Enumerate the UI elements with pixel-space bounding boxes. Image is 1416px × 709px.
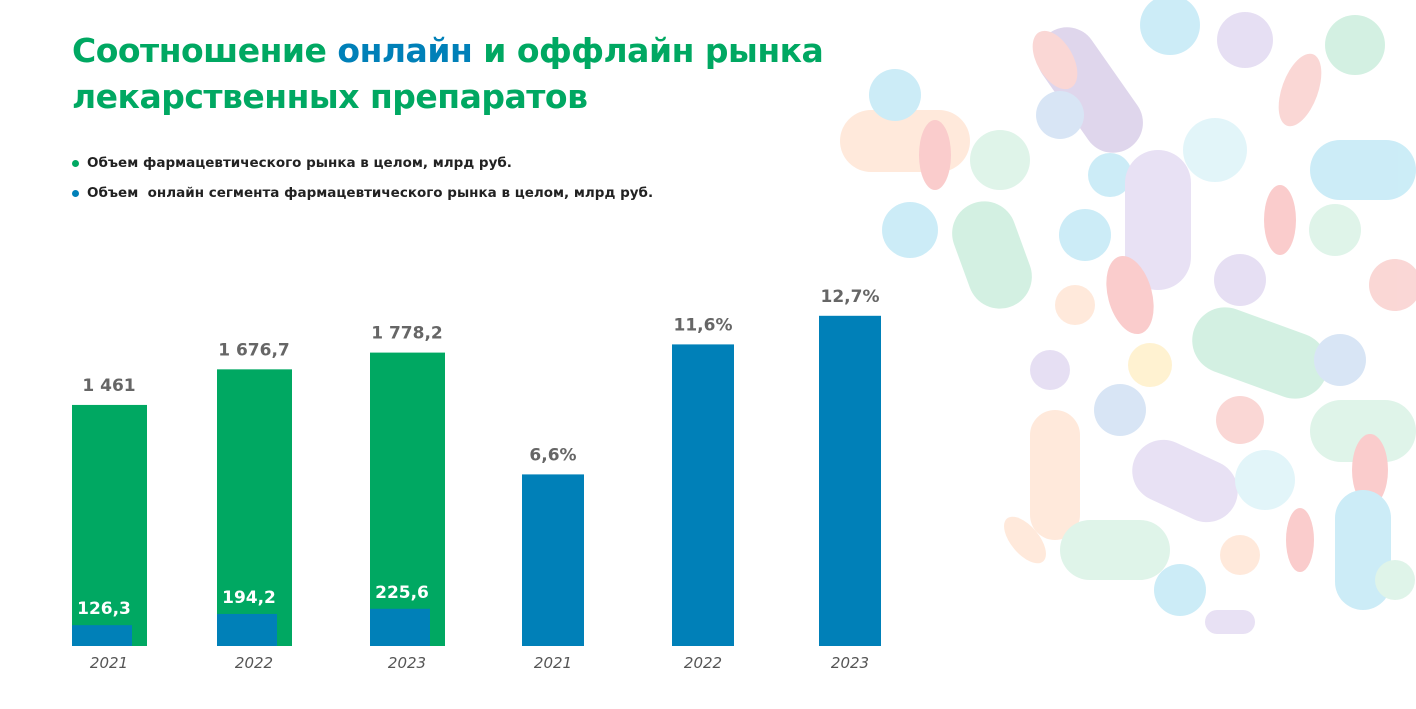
x-tick-label: 2021 (534, 654, 572, 672)
value-label: 12,7% (821, 287, 880, 307)
value-label: 1 461 (82, 376, 135, 396)
value-label: 6,6% (529, 445, 576, 465)
bar (819, 315, 881, 646)
title-highlight: онлайн (337, 31, 473, 70)
bar (370, 352, 445, 646)
legend-label: Объем онлайн сегмента фармацевтического … (87, 185, 654, 201)
bar (72, 625, 132, 646)
legend-item: Объем онлайн сегмента фармацевтического … (72, 178, 653, 208)
x-tick-label: 2021 (90, 654, 128, 672)
value-label: 225,6 (375, 583, 429, 603)
title-part: и оффлайн рынка лекарственных препаратов (72, 31, 824, 116)
value-label: 194,2 (222, 588, 276, 608)
value-label: 1 778,2 (371, 324, 443, 344)
pill-decoration (840, 0, 1416, 634)
x-tick-label: 2022 (235, 654, 273, 672)
value-label: 126,3 (77, 599, 131, 619)
value-label: 11,6% (674, 315, 733, 335)
legend-marker (72, 189, 79, 197)
bar (217, 369, 292, 646)
bar (672, 344, 734, 646)
x-tick-label: 2023 (388, 654, 426, 672)
x-tick-label: 2022 (684, 654, 722, 672)
bar (370, 608, 430, 646)
legend-marker (72, 159, 79, 167)
title: Соотношение онлайн и оффлайн рынка лекар… (72, 28, 832, 120)
legend-item: Объем фармацевтического рынка в целом, м… (72, 148, 653, 178)
bar (217, 613, 277, 646)
x-tick-label: 2023 (831, 654, 869, 672)
value-label: 1 676,7 (218, 340, 290, 360)
title-part: Соотношение (72, 31, 327, 70)
bar (522, 474, 584, 646)
legend: Объем фармацевтического рынка в целом, м… (72, 148, 653, 208)
legend-label: Объем фармацевтического рынка в целом, м… (87, 155, 512, 171)
bar (72, 404, 147, 646)
